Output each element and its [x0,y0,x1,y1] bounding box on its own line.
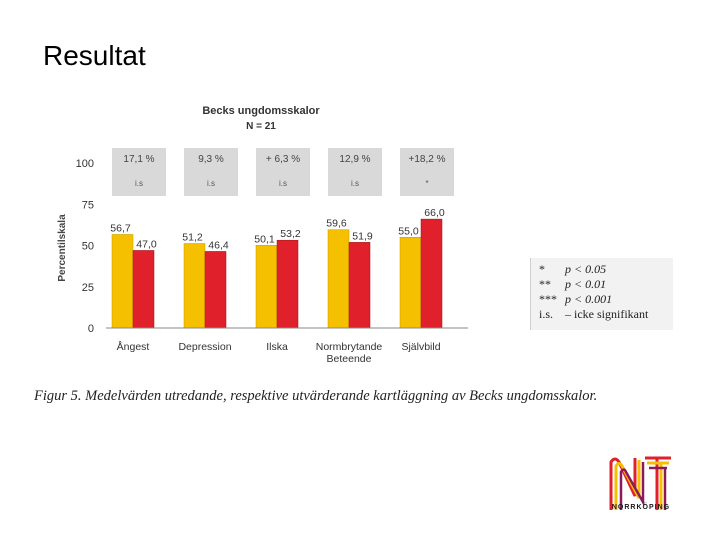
stat-box [256,148,310,196]
legend-symbol: *** [539,292,557,306]
x-tick-label: Depression [178,341,231,353]
x-tick-label: Ilska [266,341,288,353]
bar [132,250,155,329]
stat-box [184,148,238,196]
legend-row: i.s. – icke signifikant [539,307,673,322]
x-tick-label: Normbrytande [316,341,383,353]
chart-title: Becks ungdomsskalor [202,105,320,117]
change-label: 9,3 % [198,154,224,165]
stat-box [112,148,166,196]
x-tick-label: Ångest [117,340,150,353]
legend-symbol: ** [539,277,551,291]
y-tick-label: 75 [82,199,94,211]
bar [327,229,350,329]
bar [255,245,278,329]
y-tick-label: 50 [82,241,94,253]
change-label: +18,2 % [409,154,446,165]
legend-symbol: i.s. [539,307,554,321]
stat-box [328,148,382,196]
data-label: 55,0 [398,225,419,237]
bar [276,239,299,329]
significance-label: i.s [135,179,143,188]
significance-label: i.s [207,179,215,188]
change-label: 17,1 % [123,154,154,165]
significance-label: i.s [279,179,287,188]
legend-text: p < 0.01 [565,277,607,291]
bar [348,242,371,329]
bar [111,234,134,329]
legend-row: * p < 0.05 [539,262,673,277]
data-label: 59,6 [326,218,347,230]
x-tick-label: Självbild [401,341,440,353]
y-tick-label: 25 [82,282,94,294]
data-label: 50,1 [254,233,275,245]
data-label: 53,2 [280,228,301,240]
bar [399,237,422,329]
figure-caption: Figur 5. Medelvärden utredande, respekti… [34,388,598,404]
norrkoping-logo [609,456,671,510]
legend-row: ** p < 0.01 [539,277,673,292]
chart-subtitle: N = 21 [246,121,276,132]
legend-row: *** p < 0.001 [539,292,673,307]
bar-chart: Becks ungdomsskalor N = 21 Percentilskal… [57,105,468,365]
change-label: + 6,3 % [266,154,300,165]
y-tick-label: 100 [76,158,94,170]
bar [183,243,206,329]
stat-box [400,148,454,196]
logo-text: NORRKÖPING [611,504,671,511]
significance-legend: * p < 0.05 ** p < 0.01 *** p < 0.001 i.s. – … [530,258,673,330]
legend-text: p < 0.05 [565,262,607,276]
legend-symbol: * [539,262,545,276]
y-axis-label: Percentilskala [57,214,68,282]
data-label: 51,2 [182,232,203,244]
slide-title: Resultat [43,40,146,71]
significance-label: i.s [351,179,359,188]
data-label: 66,0 [424,207,445,219]
x-tick-label: Beteende [327,353,372,365]
significance-label: * [425,179,428,188]
change-label: 12,9 % [339,154,370,165]
data-label: 46,4 [208,239,229,251]
legend-text: p < 0.001 [565,292,613,306]
bar [420,218,443,329]
legend-text: – icke signifikant [565,307,649,321]
data-label: 56,7 [110,222,131,234]
bar [204,251,227,329]
y-tick-label: 0 [88,323,94,335]
data-label: 47,0 [136,238,157,250]
data-label: 51,9 [352,230,373,242]
